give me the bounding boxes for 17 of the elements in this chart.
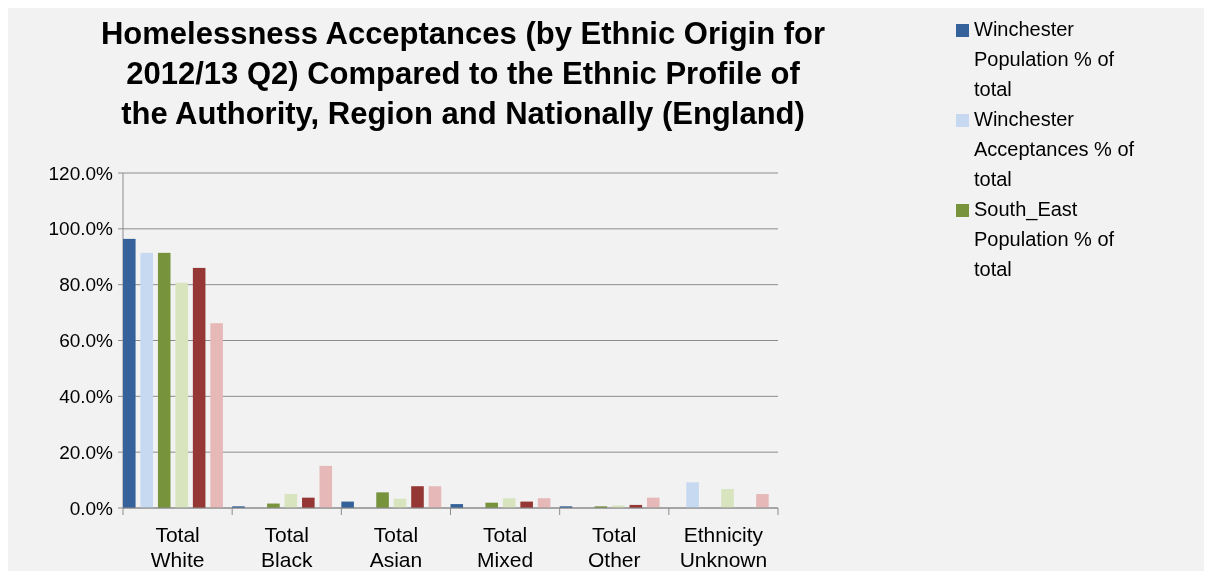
x-tick-label: Total Mixed <box>477 523 534 571</box>
y-tick-label: 40.0% <box>59 385 114 407</box>
legend-label: Winchester Acceptances % of total <box>974 108 1135 190</box>
y-tick-label: 20.0% <box>59 441 114 463</box>
legend-label: Winchester Population % of total <box>974 18 1115 100</box>
y-tick-label: 80.0% <box>59 274 114 296</box>
x-tick-label: Total Asian <box>369 523 423 571</box>
x-tick-label: Ethnicity Unknown <box>679 523 768 571</box>
x-tick-label: Total Other <box>587 523 641 571</box>
legend-label: South_East Population % of total <box>974 198 1115 280</box>
y-tick-label: 60.0% <box>59 330 114 352</box>
x-tick-label: Total Black <box>261 523 313 571</box>
x-tick-label: Total White <box>150 523 205 571</box>
y-tick-label: 100.0% <box>48 218 114 240</box>
y-tick-label: 0.0% <box>69 497 114 519</box>
y-tick-label: 120.0% <box>48 162 114 184</box>
chart-title: Homelessness Acceptances (by Ethnic Origin for 2012/13 Q2) Compared to the Ethnic Profile of the Authority, Region and Nationally (England) <box>100 16 826 131</box>
